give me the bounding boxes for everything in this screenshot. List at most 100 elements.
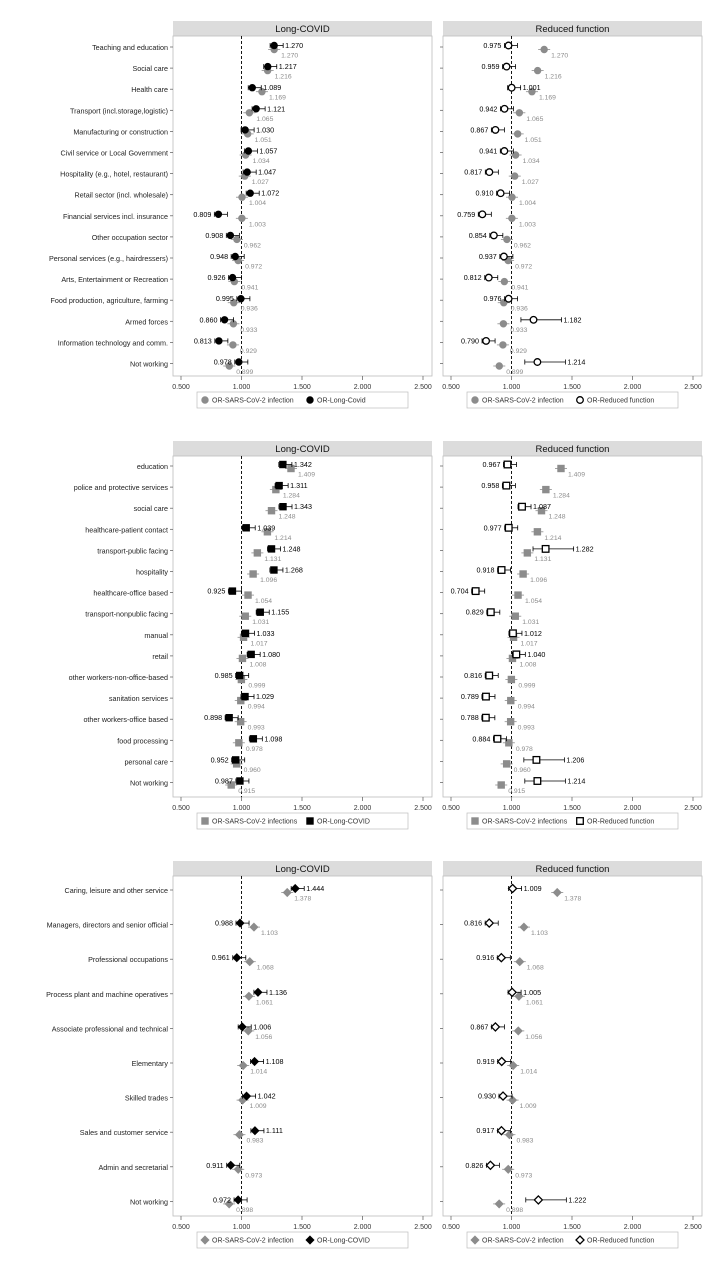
outcome-label: 0.925	[207, 587, 225, 596]
sars-point	[552, 887, 562, 898]
legend-sars-label: OR-SARS-CoV-2 infection	[212, 1238, 294, 1245]
sars-label: 1.014	[520, 1069, 537, 1076]
x-tick-label: 1.000	[503, 384, 521, 391]
outcome-point	[503, 460, 512, 469]
x-tick-label: 2.000	[624, 384, 642, 391]
outcome-point	[264, 62, 272, 71]
outcome-point	[502, 62, 511, 71]
outcome-label: 0.995	[216, 294, 234, 303]
plot-area	[442, 35, 703, 377]
outcome-point	[507, 987, 518, 998]
category-label: healthcare-patient contact	[85, 525, 168, 534]
x-tick-label: 1.500	[293, 805, 311, 812]
sars-point	[515, 109, 524, 117]
outcome-label: 1.121	[267, 104, 285, 113]
outcome-label: 1.214	[567, 358, 585, 367]
outcome-point	[485, 671, 494, 680]
legend-sars-label: OR-SARS-CoV-2 infections	[482, 819, 568, 826]
outcome-point	[485, 168, 494, 177]
x-tick-label: 0.500	[442, 805, 460, 812]
outcome-label: 1.047	[258, 168, 276, 177]
outcome-label: 0.958	[481, 481, 499, 490]
sars-point	[504, 1130, 515, 1140]
sars-point	[503, 1164, 513, 1174]
outcome-label: 0.812	[464, 273, 482, 282]
sars-point	[494, 1199, 504, 1209]
category-label: Transport (incl.storage,logistic)	[70, 106, 168, 115]
sars-label: 1.004	[249, 200, 266, 207]
outcome-label: 0.967	[482, 460, 500, 469]
category-label: social care	[134, 504, 168, 513]
sars-label: 0.915	[508, 788, 525, 795]
sars-label: 1.061	[526, 999, 543, 1006]
sars-label: 1.248	[279, 514, 296, 521]
legend-box	[466, 812, 679, 830]
sars-label: 0.972	[515, 264, 532, 271]
sars-label: 0.973	[245, 1172, 262, 1179]
category-label: Managers, directors and senior official	[47, 921, 169, 930]
facet-title: Reduced function	[536, 24, 610, 35]
facet-header	[173, 21, 432, 36]
legend: OR-SARS-CoV-2 infection OR-Long-COVID	[196, 1231, 409, 1249]
outcome-label: 1.012	[524, 629, 542, 638]
outcome-point	[242, 1091, 252, 1101]
sars-point	[235, 739, 243, 747]
outcome-label: 1.042	[258, 1092, 276, 1101]
plot-area	[442, 875, 703, 1217]
sars-label: 1.065	[256, 116, 273, 123]
category-label: Personal services (e.g., hairdressers)	[49, 254, 168, 263]
category-label: Other occupation sector	[92, 233, 169, 242]
sars-label: 0.898	[506, 1207, 523, 1214]
outcome-point	[490, 1021, 501, 1032]
sars-label: 1.169	[269, 95, 286, 102]
sars-label: 0.993	[518, 725, 535, 732]
sars-label: 0.978	[516, 746, 533, 753]
outcome-point	[478, 210, 487, 219]
legend-outcome-label: OR-Reduced function	[587, 398, 654, 405]
facet-title: Reduced function	[536, 444, 610, 455]
legend-outcome-label: OR-Long-Covid	[317, 398, 366, 405]
outcome-label: 0.759	[457, 210, 475, 219]
sars-label: 1.409	[298, 472, 315, 479]
sars-label: 0.941	[241, 285, 258, 292]
outcome-point	[235, 358, 243, 366]
sars-point	[511, 612, 519, 620]
sars-label: 1.270	[281, 53, 298, 60]
outcome-label: 1.030	[256, 125, 274, 134]
outcome-point	[512, 650, 521, 659]
plot-area	[442, 455, 703, 798]
sars-label: 0.994	[248, 704, 265, 711]
sars-label: 1.056	[525, 1034, 542, 1041]
facet-title: Long-COVID	[275, 864, 330, 875]
category-label: transport-nonpublic facing	[85, 610, 168, 619]
outcome-point	[241, 692, 249, 701]
outcome-point	[243, 168, 251, 176]
outcome-label: 0.860	[200, 315, 218, 324]
outcome-label: 1.217	[279, 62, 297, 71]
category-label: hospitality	[136, 568, 168, 577]
outcome-point	[253, 987, 263, 997]
outcome-label: 1.001	[523, 83, 541, 92]
outcome-label: 0.976	[484, 294, 502, 303]
outcome-point	[226, 1160, 236, 1170]
legend-sars-marker	[471, 817, 479, 825]
legend-sars-marker	[200, 1235, 210, 1245]
legend-sars-marker	[470, 1235, 480, 1245]
sars-label: 1.027	[522, 179, 539, 186]
outcome-label: 1.029	[256, 692, 274, 701]
sars-point	[233, 235, 241, 244]
sars-label: 0.936	[511, 306, 528, 313]
outcome-point	[279, 502, 287, 511]
sars-label: 1.096	[530, 577, 547, 584]
outcome-label: 0.975	[483, 41, 501, 50]
outcome-label: 1.080	[262, 650, 280, 659]
sars-point	[243, 1026, 253, 1036]
outcome-point	[482, 336, 491, 345]
outcome-label: 0.867	[470, 1022, 488, 1031]
sars-point	[267, 506, 276, 515]
x-tick-label: 1.500	[563, 1224, 581, 1231]
sars-label: 1.214	[274, 535, 291, 542]
category-label: Process plant and machine operatives	[46, 990, 168, 999]
legend-sars-marker	[201, 817, 209, 825]
category-label: Professional occupations	[88, 955, 168, 964]
